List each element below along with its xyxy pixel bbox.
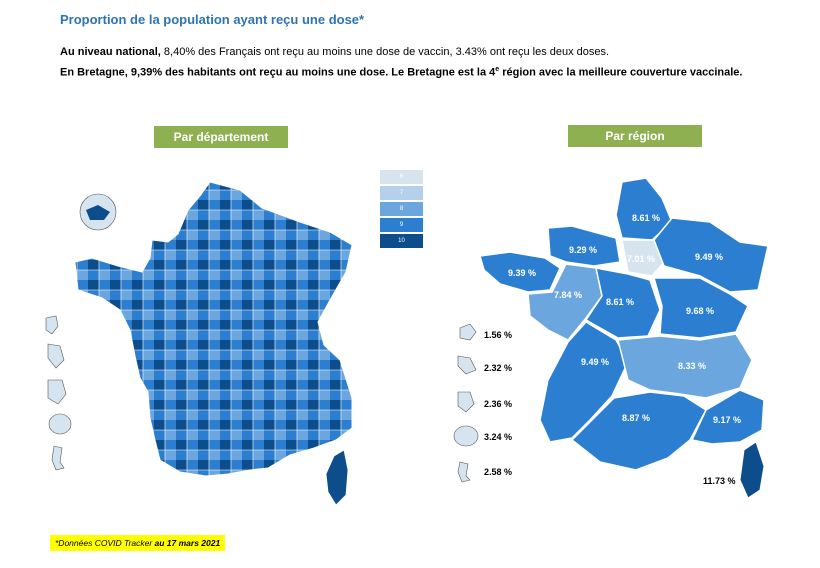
corsica-shape: [325, 449, 349, 506]
region-normandie: [547, 225, 621, 267]
overseas-list: 1.56 % 2.32 % 2.36 % 3.24 % 2.58 %: [453, 323, 512, 483]
guyane-shape: [47, 379, 67, 405]
mayotte-shape: [51, 445, 65, 471]
par-departement-button[interactable]: Par département: [154, 126, 288, 148]
region-bretagne: [479, 251, 561, 293]
overseas-guyane-icon: [457, 391, 475, 413]
reunion-shape: [48, 413, 72, 435]
intro-line-2: En Bretagne, 9,39% des habitants ont reç…: [60, 66, 743, 79]
region-bourgogne-franche-comte: [653, 277, 749, 339]
martinique-shape: [47, 343, 65, 369]
region-corse: [739, 441, 765, 499]
region-label: 9.49 %: [695, 252, 723, 262]
region-ile-de-france: [621, 239, 665, 277]
legend-swatch: 7: [380, 186, 423, 200]
region-label: 8.87 %: [622, 413, 650, 423]
guadeloupe-shape: [45, 315, 59, 335]
region-label: 8.61 %: [606, 297, 634, 307]
page-title: Proportion de la population ayant reçu u…: [60, 12, 365, 27]
region-centre-val-de-loire: [584, 267, 661, 339]
region-label: 8.61 %: [632, 213, 660, 223]
region-label: 9.17 %: [713, 415, 741, 425]
overseas-mayotte-icon: [457, 461, 471, 483]
paris-inset-shape: [86, 205, 110, 220]
region-label: 9.29 %: [569, 245, 597, 255]
overseas-guadeloupe-icon: [459, 323, 477, 341]
region-grand-est: [653, 217, 769, 293]
region-label: 9.49 %: [581, 357, 609, 367]
region-map: 8.61 % 9.29 % 7.01 % 9.49 % 9.39 % 7.84 …: [479, 177, 769, 499]
par-region-button[interactable]: Par région: [568, 125, 702, 147]
legend-swatch: 8: [380, 202, 423, 216]
legend-swatch: 9: [380, 218, 423, 232]
overseas-label: 2.32 %: [484, 363, 512, 373]
overseas-reunion-icon: [453, 425, 479, 447]
source-note: *Données COVID Tracker au 17 mars 2021: [50, 535, 226, 551]
region-label: 9.39 %: [508, 268, 536, 278]
intro-line-1: Au niveau national, 8,40% des Français o…: [60, 46, 610, 58]
color-legend: 6 7 8 9 10: [380, 170, 423, 250]
region-label: 7.01 %: [627, 254, 655, 264]
region-label: 9.68 %: [686, 306, 714, 316]
overseas-label: 1.56 %: [484, 330, 512, 340]
region-auvergne-rhone-alpes: [617, 333, 753, 399]
department-map: [45, 181, 353, 506]
overseas-label: 3.24 %: [484, 432, 512, 442]
region-label: 8.33 %: [678, 361, 706, 371]
region-label-corse: 11.73 %: [703, 476, 736, 486]
overseas-label: 2.36 %: [484, 399, 512, 409]
region-nouvelle-aquitaine: [539, 321, 629, 443]
france-department-shape: [74, 181, 353, 477]
overseas-martinique-icon: [457, 355, 477, 375]
region-label: 7.84 %: [554, 290, 582, 300]
region-paca: [690, 389, 765, 445]
overseas-label: 2.58 %: [484, 467, 512, 477]
legend-swatch: 10: [380, 234, 423, 248]
legend-swatch: 6: [380, 170, 423, 184]
intro-text: Au niveau national, 8,40% des Français o…: [60, 44, 810, 82]
